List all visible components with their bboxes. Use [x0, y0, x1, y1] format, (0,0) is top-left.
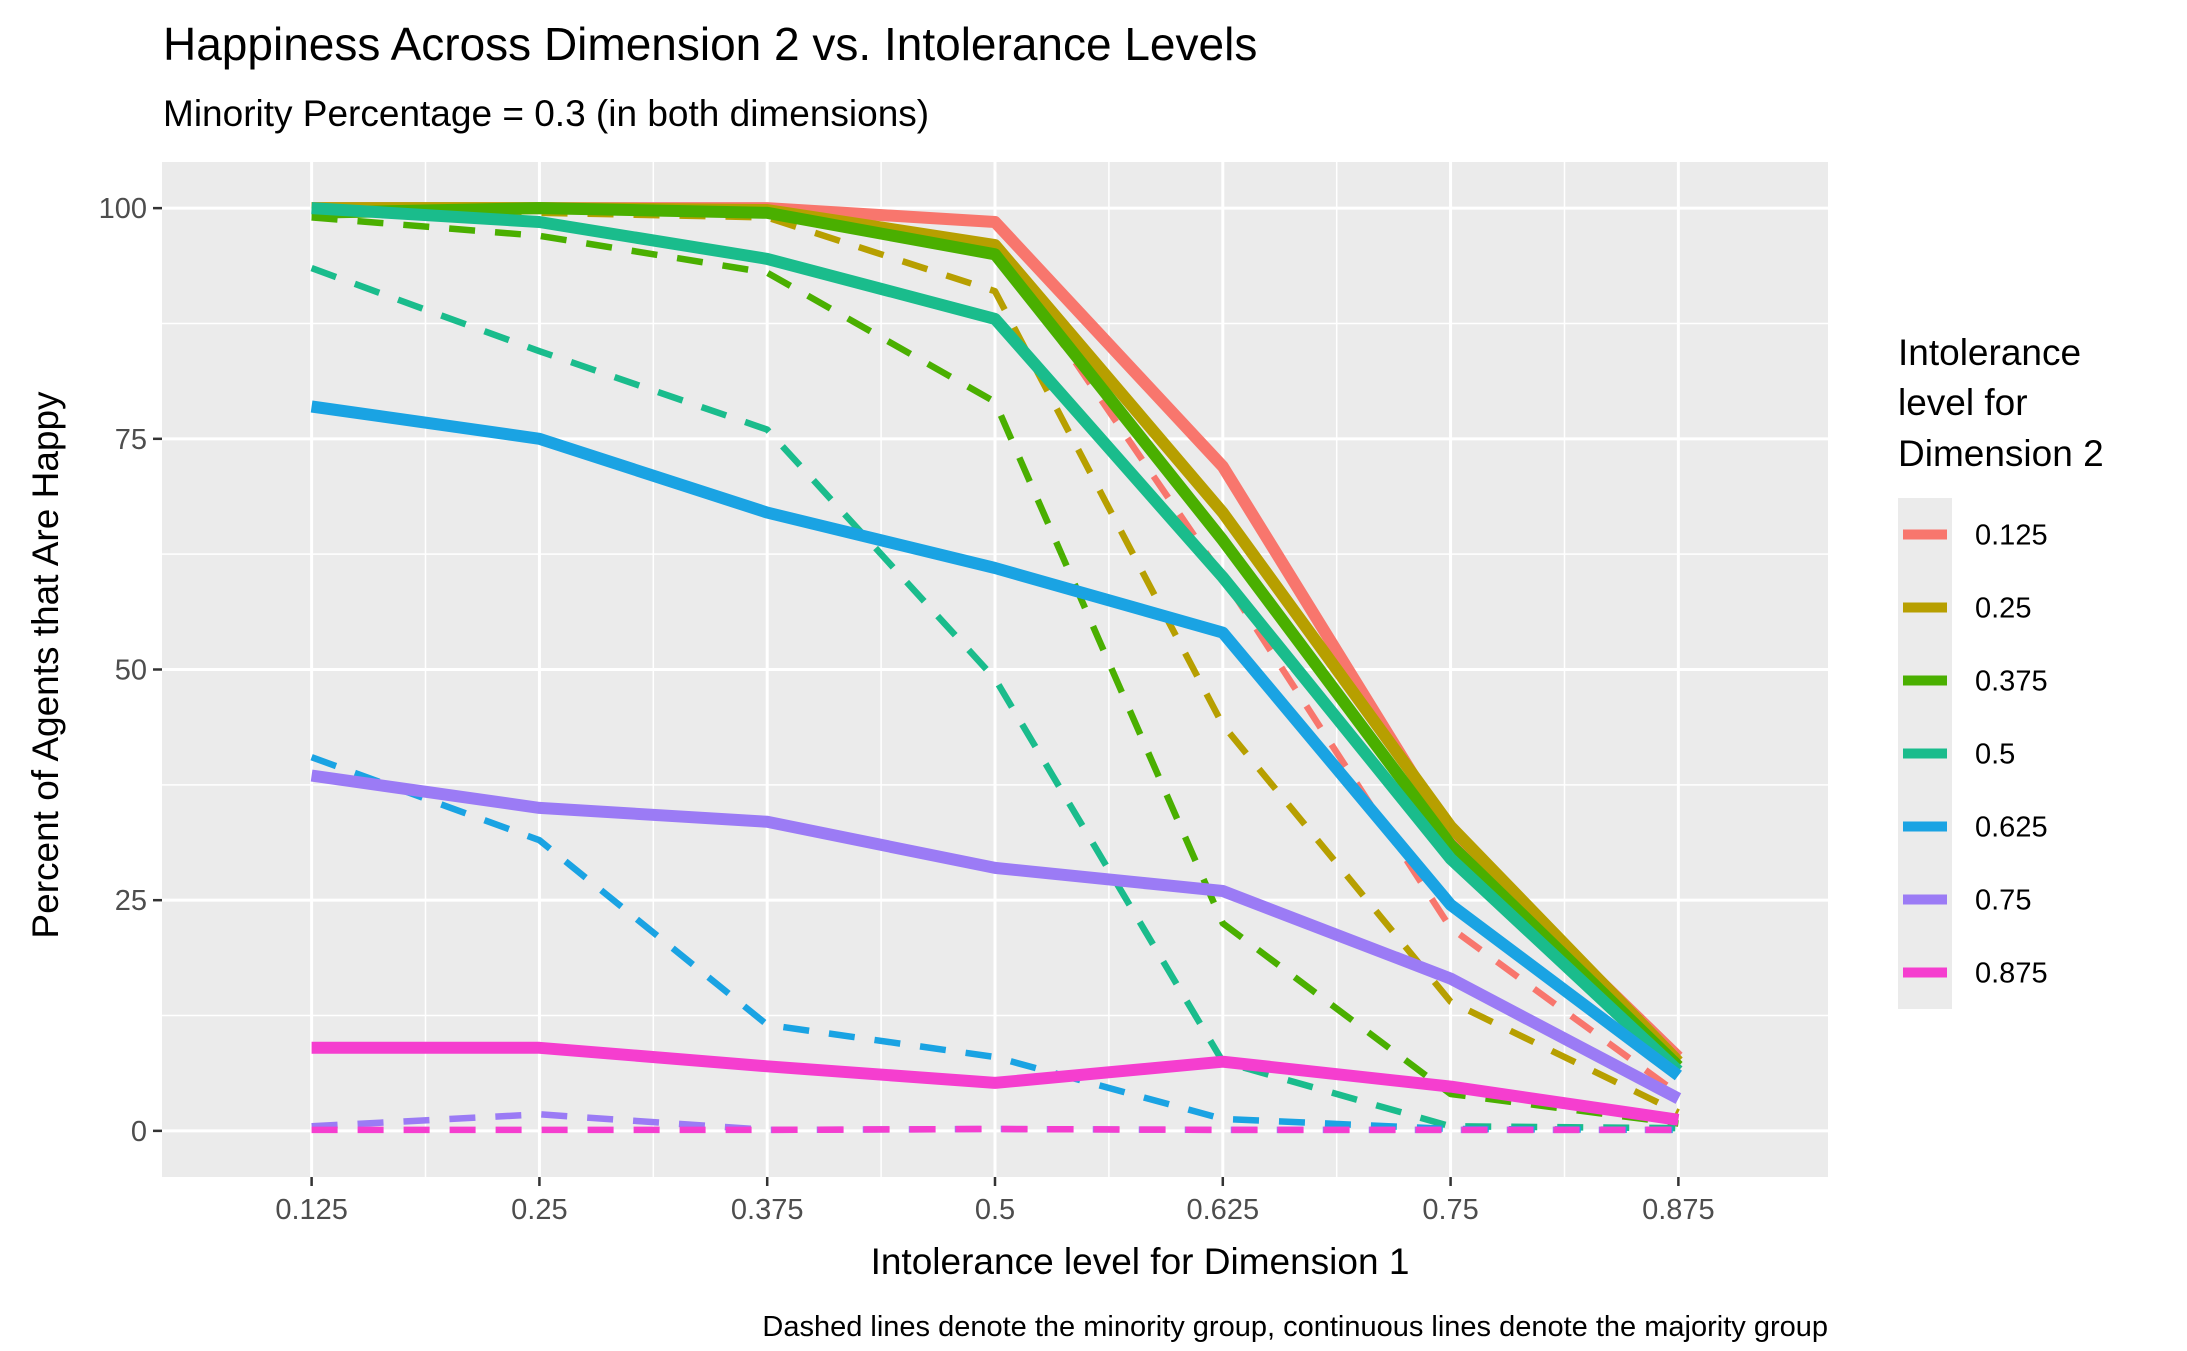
series-line-majority-0.75 — [310, 769, 1682, 1104]
y-axis: 0 25 50 75 100 — [99, 193, 162, 1148]
series-lines — [310, 202, 1683, 1134]
y-tick-label: 50 — [115, 655, 147, 687]
x-tick-label: 0.25 — [511, 1194, 567, 1226]
legend-label-0.875: 0.875 — [1975, 958, 2048, 990]
series-line-majority-0.375 — [311, 202, 1683, 1071]
x-tick-label: 0.125 — [275, 1194, 348, 1226]
series-line-minority-0.375 — [311, 214, 1679, 1127]
series-line-minority-0.625 — [310, 754, 1679, 1134]
legend-label-0.25: 0.25 — [1975, 593, 2031, 625]
y-tick-label: 100 — [99, 193, 147, 225]
x-axis-label: Intolerance level for Dimension 1 — [871, 1241, 1410, 1282]
chart-caption: Dashed lines denote the minority group, … — [762, 1311, 1828, 1343]
x-tick-label: 0.375 — [731, 1194, 804, 1226]
legend-label-0.5: 0.5 — [1975, 739, 2015, 771]
series-line-majority-0.625 — [310, 400, 1682, 1081]
chart-subtitle: Minority Percentage = 0.3 (in both dimen… — [163, 93, 929, 134]
legend-label-0.125: 0.125 — [1975, 520, 2048, 552]
legend-title: Intolerance level for Dimension 2 — [1898, 332, 2104, 474]
x-axis: 0.125 0.25 0.375 0.5 0.625 0.75 0.875 — [275, 1177, 1715, 1226]
y-tick-label: 0 — [131, 1116, 147, 1148]
y-axis-label: Percent of Agents that Are Happy — [25, 391, 66, 939]
y-tick-label: 25 — [115, 885, 147, 917]
legend-label-0.75: 0.75 — [1975, 885, 2031, 917]
legend-title-line-3: Dimension 2 — [1898, 433, 2104, 474]
legend: Intolerance level for Dimension 2 0.125 0… — [1898, 332, 2104, 1009]
legend-title-line-2: level for — [1898, 382, 2028, 423]
x-tick-label: 0.75 — [1422, 1194, 1478, 1226]
series-line-majority-0.5 — [311, 202, 1683, 1076]
x-tick-label: 0.875 — [1642, 1194, 1715, 1226]
legend-label-0.375: 0.375 — [1975, 666, 2048, 698]
x-tick-label: 0.625 — [1187, 1194, 1260, 1226]
y-tick-label: 75 — [115, 424, 147, 456]
legend-title-line-1: Intolerance — [1898, 332, 2081, 373]
series-line-minority-0.5 — [310, 265, 1679, 1132]
gridlines — [162, 162, 1828, 1177]
chart-title: Happiness Across Dimension 2 vs. Intoler… — [163, 18, 1257, 70]
series-line-majority-0.875 — [311, 1041, 1680, 1126]
legend-label-0.625: 0.625 — [1975, 812, 2048, 844]
series-line-minority-0.25 — [311, 204, 1680, 1116]
x-tick-label: 0.5 — [975, 1194, 1015, 1226]
